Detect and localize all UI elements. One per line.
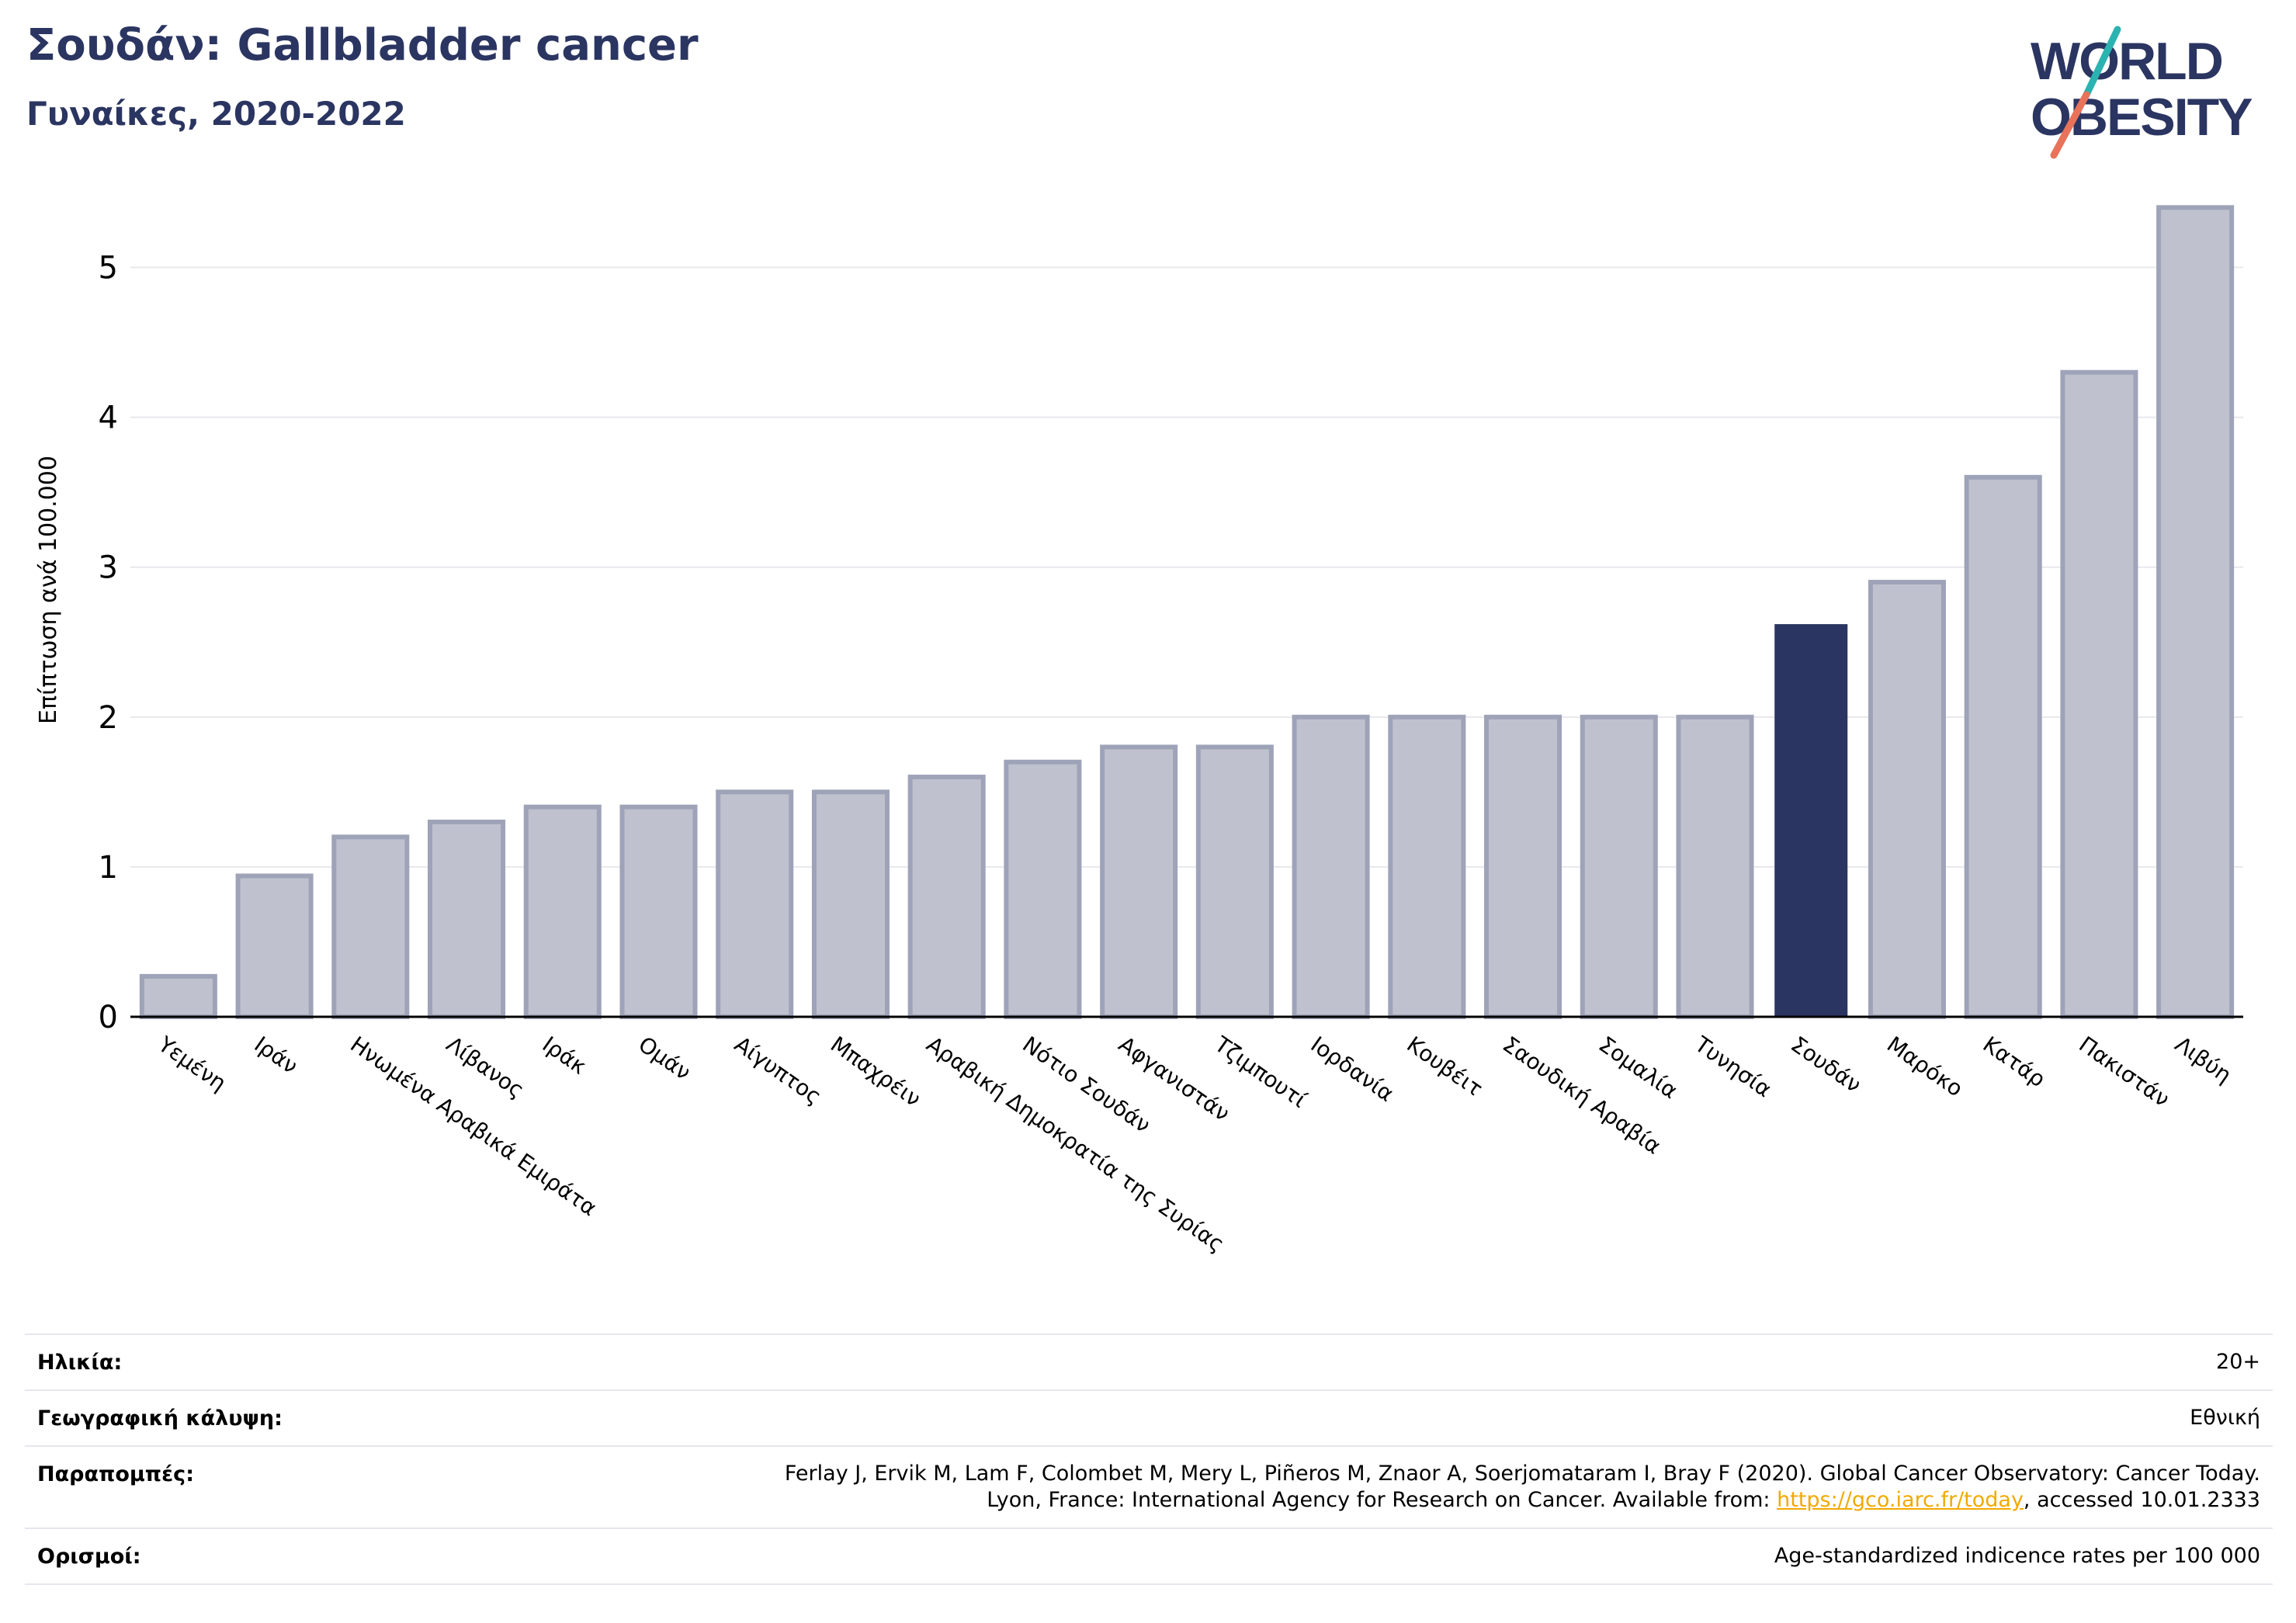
- age-label: Ηλικία:: [37, 1351, 123, 1375]
- info-row-definitions: Ορισμοί: Age-standardized indicence rate…: [25, 1528, 2273, 1585]
- references-line-1: Ferlay J, Ervik M, Lam F, Colombet M, Me…: [784, 1462, 2260, 1486]
- world-obesity-logo: WORLD OBESITY: [2031, 26, 2254, 159]
- bar: [428, 819, 506, 1019]
- logo-word-world: WORLD: [2031, 32, 2222, 91]
- references-line-2: Lyon, France: International Agency for R…: [363, 1487, 2260, 1514]
- info-row-references: Παραπομπές: Ferlay J, Ervik M, Lam F, Co…: [25, 1445, 2273, 1528]
- bars: [139, 205, 2235, 1020]
- bar: [2060, 369, 2138, 1019]
- x-tick-label: Υεμένη: [153, 1031, 231, 1096]
- y-axis-ticks: 0 1 2 3 4 5: [99, 251, 118, 1035]
- x-tick-label: Ιράκ: [538, 1032, 591, 1080]
- x-tick-label: Λιβύη: [2170, 1032, 2236, 1088]
- info-row-coverage: Γεωγραφική κάλυψη: Εθνική: [25, 1389, 2273, 1445]
- bar: [331, 834, 410, 1019]
- chart-subtitle: Γυναίκες, 2020-2022: [26, 95, 406, 133]
- coverage-label: Γεωγραφική κάλυψη:: [37, 1406, 283, 1431]
- y-tick-label: 0: [99, 1000, 118, 1035]
- y-tick-label: 3: [99, 550, 118, 586]
- definitions-value: Age-standardized indicence rates per 100…: [1774, 1544, 2260, 1568]
- y-tick-label: 5: [99, 251, 118, 286]
- references-line-2-text: Lyon, France: International Agency for R…: [987, 1488, 1777, 1512]
- x-tick-label: Πακιστάν: [2074, 1032, 2174, 1112]
- x-tick-label: Ιράν: [250, 1032, 303, 1080]
- references-label: Παραπομπές:: [37, 1462, 194, 1486]
- x-tick-label: Αίγυπτος: [730, 1032, 826, 1110]
- x-tick-label: Ιορδανία: [1306, 1032, 1399, 1107]
- bar: [619, 804, 698, 1019]
- bar-highlighted: [1774, 624, 1848, 1017]
- bar: [139, 973, 217, 1020]
- x-tick-label: Μπαχρέιν: [826, 1032, 925, 1112]
- bar: [523, 804, 602, 1019]
- x-tick-label: Κουβέιτ: [1402, 1032, 1487, 1102]
- age-value: 20+: [2216, 1350, 2260, 1374]
- references-value: Ferlay J, Ervik M, Lam F, Colombet M, Me…: [363, 1461, 2260, 1514]
- logo-word-obesity: OBESITY: [2031, 88, 2253, 147]
- x-tick-label: Μαρόκο: [1882, 1032, 1968, 1102]
- bar: [1964, 474, 2042, 1019]
- bar: [1580, 714, 1658, 1019]
- y-axis-label: Επίπτωση ανά 100.000: [35, 456, 62, 724]
- logo-slash-top: [2083, 26, 2121, 99]
- y-tick-label: 4: [99, 401, 118, 436]
- bar: [1195, 744, 1274, 1019]
- bar: [2156, 205, 2235, 1019]
- bar: [1292, 714, 1370, 1019]
- bar: [907, 775, 986, 1020]
- gco-link[interactable]: https://gco.iarc.fr/today: [1777, 1488, 2024, 1512]
- bar: [1676, 714, 1754, 1019]
- bar: [1388, 714, 1466, 1019]
- bar: [1868, 580, 1946, 1019]
- x-tick-label: Σομαλία: [1594, 1032, 1683, 1104]
- x-axis-tick-labels: Υεμένη Ιράν Ηνωμένα Αραβικά ΕμιράταΛίβανος…: [153, 1031, 2236, 1257]
- info-row-age: Ηλικία: 20+: [25, 1333, 2273, 1389]
- bar: [1100, 744, 1178, 1019]
- bar: [811, 789, 890, 1019]
- bar: [1004, 759, 1082, 1020]
- x-tick-label: Ομάν: [633, 1032, 695, 1085]
- info-table: Ηλικία: 20+ Γεωγραφική κάλυψη: Εθνική Πα…: [25, 1333, 2273, 1585]
- bar: [1484, 714, 1562, 1019]
- x-tick-label: Λίβανος: [442, 1032, 529, 1104]
- y-tick-label: 2: [99, 700, 118, 736]
- x-tick-label: Κατάρ: [1979, 1032, 2051, 1093]
- references-accessed: , accessed 10.01.2333: [2023, 1488, 2260, 1512]
- logo-slash-bottom: [2050, 91, 2090, 159]
- chart-title: Σουδάν: Gallbladder cancer: [26, 20, 699, 71]
- definitions-label: Ορισμοί:: [37, 1545, 141, 1569]
- x-tick-label: Σουδάν: [1786, 1032, 1866, 1098]
- x-tick-label: Σαουδική Αραβία: [1498, 1032, 1666, 1160]
- x-tick-label: Τυνησία: [1690, 1031, 1777, 1102]
- bar: [235, 873, 314, 1019]
- coverage-value: Εθνική: [2190, 1406, 2260, 1430]
- y-tick-label: 1: [99, 850, 118, 886]
- bar: [716, 789, 794, 1019]
